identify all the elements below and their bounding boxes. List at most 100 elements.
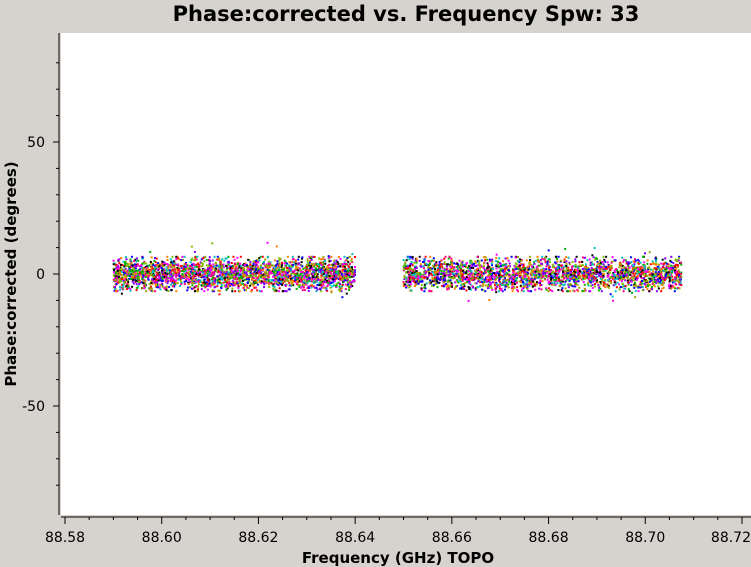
data-point <box>624 287 627 290</box>
data-point <box>193 259 196 262</box>
data-point <box>409 283 412 286</box>
data-point <box>308 274 310 277</box>
data-point <box>194 256 197 259</box>
data-point <box>597 286 600 289</box>
data-point <box>605 268 608 270</box>
data-point <box>208 272 211 275</box>
data-point <box>143 262 146 264</box>
data-point <box>578 273 581 276</box>
data-point <box>183 276 186 278</box>
data-point <box>147 277 149 280</box>
data-point <box>230 273 233 276</box>
data-point <box>163 287 166 290</box>
data-point <box>120 292 123 295</box>
data-point <box>281 261 284 264</box>
data-point <box>166 269 169 272</box>
data-point <box>309 284 312 287</box>
data-point <box>182 266 185 269</box>
data-point <box>288 268 290 271</box>
data-point <box>246 284 249 287</box>
data-point <box>588 258 591 261</box>
data-point <box>154 290 157 293</box>
data-point <box>446 288 449 291</box>
data-point <box>539 264 542 267</box>
data-point <box>143 260 146 263</box>
data-point <box>204 255 207 258</box>
data-point <box>520 267 523 270</box>
data-point <box>337 281 340 284</box>
data-point <box>665 268 668 271</box>
data-point <box>301 256 304 259</box>
data-point <box>328 256 331 259</box>
data-point <box>270 264 273 267</box>
data-point <box>508 273 511 276</box>
data-point <box>520 262 523 265</box>
data-point <box>274 264 277 267</box>
data-point <box>412 269 415 272</box>
data-point <box>584 289 587 292</box>
data-point <box>605 255 608 258</box>
data-point <box>535 283 538 286</box>
data-point <box>293 261 296 263</box>
data-point <box>344 279 347 282</box>
data-point <box>445 272 448 275</box>
data-point <box>417 274 419 277</box>
data-point <box>508 262 511 265</box>
data-point <box>518 268 521 271</box>
data-point <box>470 264 473 267</box>
data-point <box>460 263 463 266</box>
data-point <box>159 279 162 282</box>
data-point <box>185 265 188 268</box>
data-point <box>293 269 296 272</box>
data-point <box>217 276 220 279</box>
data-point <box>262 280 265 283</box>
data-point <box>118 270 121 273</box>
data-point <box>300 275 303 278</box>
data-point <box>266 268 269 271</box>
data-point <box>318 282 321 285</box>
data-point <box>208 262 211 265</box>
data-point <box>213 286 216 289</box>
data-point <box>489 275 492 278</box>
data-point <box>338 285 341 288</box>
data-point <box>474 261 477 264</box>
data-point <box>285 272 288 275</box>
data-point <box>200 288 203 291</box>
data-point <box>677 279 680 282</box>
data-point <box>197 268 200 271</box>
data-point <box>564 270 567 272</box>
data-point <box>677 280 680 283</box>
data-point <box>420 287 423 290</box>
data-point <box>171 255 174 258</box>
data-point <box>636 261 639 264</box>
data-point <box>145 267 148 270</box>
data-point <box>502 260 505 263</box>
data-point <box>602 267 605 270</box>
data-point <box>314 276 316 279</box>
data-point <box>283 262 286 265</box>
data-point <box>489 260 492 263</box>
data-point <box>161 260 164 263</box>
data-point <box>133 263 136 266</box>
data-point <box>337 272 340 275</box>
data-point <box>640 275 642 278</box>
data-point <box>468 286 471 289</box>
data-point <box>409 277 412 280</box>
data-point <box>243 289 246 292</box>
data-point <box>310 280 313 283</box>
data-point <box>310 258 313 261</box>
data-point <box>674 282 677 285</box>
data-point <box>578 286 581 289</box>
data-point <box>159 276 162 279</box>
data-point <box>476 268 479 271</box>
data-point <box>517 259 520 262</box>
data-point <box>134 271 137 274</box>
data-point <box>202 257 205 260</box>
data-point <box>286 255 289 258</box>
data-point <box>470 260 473 263</box>
data-point <box>339 277 342 280</box>
data-point <box>259 280 261 283</box>
data-point <box>186 267 189 270</box>
data-point <box>299 273 302 276</box>
data-point <box>418 255 421 258</box>
